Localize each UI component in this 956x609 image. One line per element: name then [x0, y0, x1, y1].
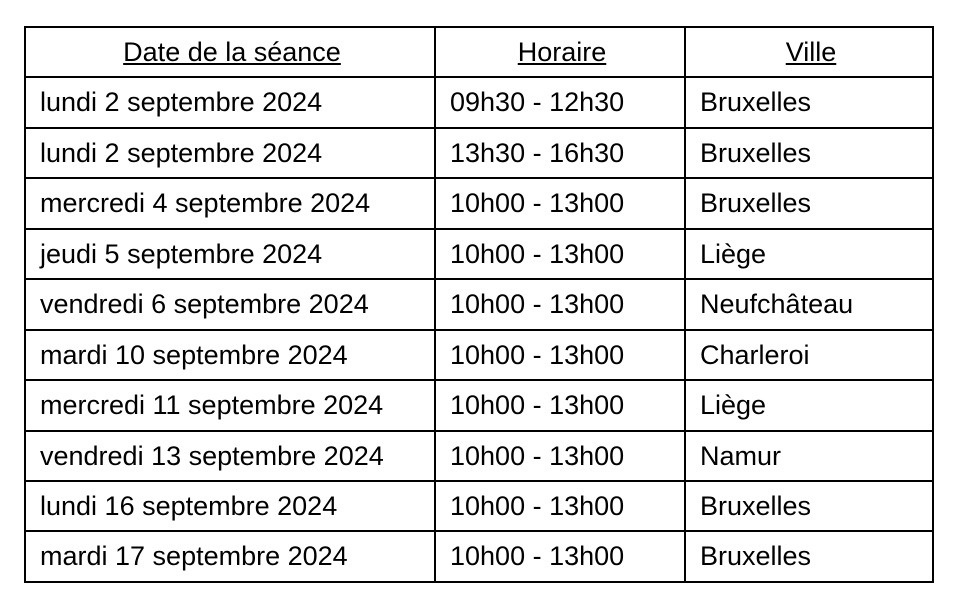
cell-ville: Namur — [685, 431, 933, 481]
cell-horaire: 10h00 - 13h00 — [435, 279, 685, 329]
col-header-ville: Ville — [685, 27, 933, 77]
cell-date: vendredi 6 septembre 2024 — [25, 279, 435, 329]
cell-horaire: 10h00 - 13h00 — [435, 531, 685, 581]
cell-date: mardi 17 septembre 2024 — [25, 531, 435, 581]
cell-ville: Liège — [685, 380, 933, 430]
table-row: jeudi 5 septembre 2024 10h00 - 13h00 Liè… — [25, 229, 933, 279]
cell-ville: Liège — [685, 229, 933, 279]
cell-date: lundi 2 septembre 2024 — [25, 128, 435, 178]
col-header-horaire: Horaire — [435, 27, 685, 77]
cell-ville: Neufchâteau — [685, 279, 933, 329]
table-row: mardi 17 septembre 2024 10h00 - 13h00 Br… — [25, 531, 933, 581]
cell-date: lundi 16 septembre 2024 — [25, 481, 435, 531]
cell-date: mardi 10 septembre 2024 — [25, 330, 435, 380]
table-row: vendredi 13 septembre 2024 10h00 - 13h00… — [25, 431, 933, 481]
cell-ville: Bruxelles — [685, 128, 933, 178]
table-header-row: Date de la séance Horaire Ville — [25, 27, 933, 77]
sessions-table: Date de la séance Horaire Ville lundi 2 … — [24, 26, 934, 583]
cell-horaire: 10h00 - 13h00 — [435, 481, 685, 531]
table-row: lundi 2 septembre 2024 13h30 - 16h30 Bru… — [25, 128, 933, 178]
table-row: mercredi 4 septembre 2024 10h00 - 13h00 … — [25, 178, 933, 228]
cell-horaire: 10h00 - 13h00 — [435, 380, 685, 430]
cell-horaire: 09h30 - 12h30 — [435, 77, 685, 127]
col-header-date: Date de la séance — [25, 27, 435, 77]
table-row: lundi 2 septembre 2024 09h30 - 12h30 Bru… — [25, 77, 933, 127]
cell-date: vendredi 13 septembre 2024 — [25, 431, 435, 481]
cell-horaire: 10h00 - 13h00 — [435, 431, 685, 481]
cell-ville: Bruxelles — [685, 481, 933, 531]
cell-date: lundi 2 septembre 2024 — [25, 77, 435, 127]
cell-ville: Bruxelles — [685, 178, 933, 228]
cell-date: mercredi 11 septembre 2024 — [25, 380, 435, 430]
table-row: vendredi 6 septembre 2024 10h00 - 13h00 … — [25, 279, 933, 329]
cell-date: mercredi 4 septembre 2024 — [25, 178, 435, 228]
cell-horaire: 10h00 - 13h00 — [435, 229, 685, 279]
cell-horaire: 10h00 - 13h00 — [435, 178, 685, 228]
table-row: mardi 10 septembre 2024 10h00 - 13h00 Ch… — [25, 330, 933, 380]
table-container: Date de la séance Horaire Ville lundi 2 … — [0, 0, 956, 609]
cell-ville: Bruxelles — [685, 77, 933, 127]
table-row: lundi 16 septembre 2024 10h00 - 13h00 Br… — [25, 481, 933, 531]
cell-horaire: 13h30 - 16h30 — [435, 128, 685, 178]
cell-date: jeudi 5 septembre 2024 — [25, 229, 435, 279]
cell-ville: Bruxelles — [685, 531, 933, 581]
cell-ville: Charleroi — [685, 330, 933, 380]
table-row: mercredi 11 septembre 2024 10h00 - 13h00… — [25, 380, 933, 430]
cell-horaire: 10h00 - 13h00 — [435, 330, 685, 380]
